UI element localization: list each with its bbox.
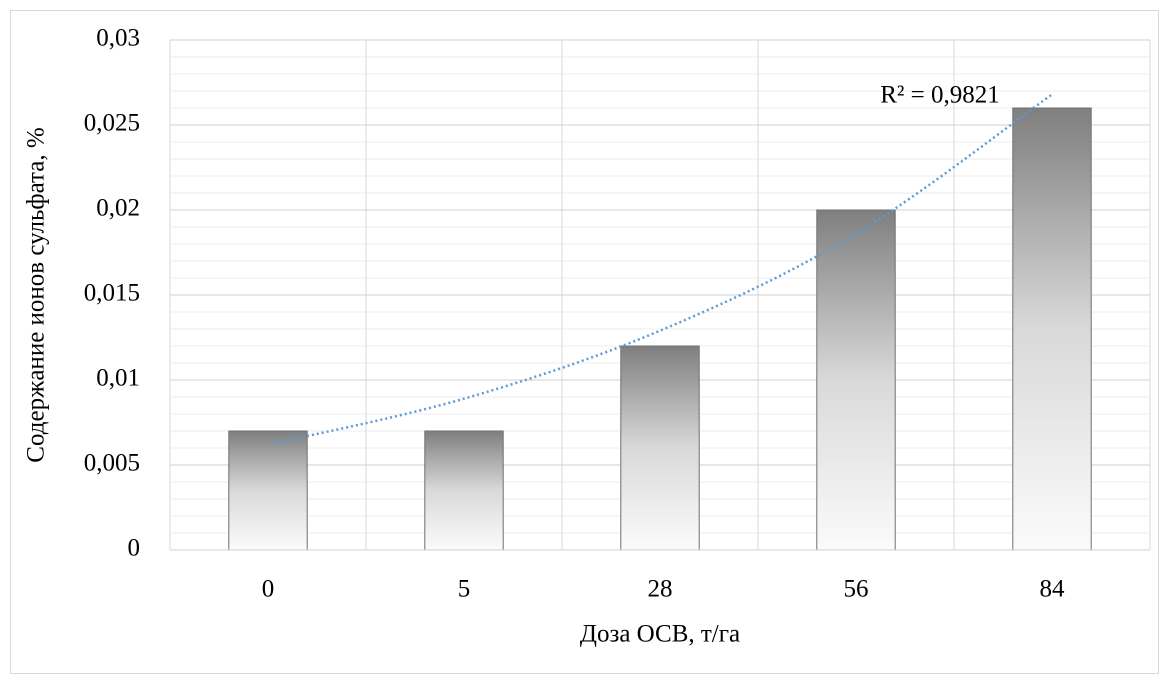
y-tick-label: 0,03: [96, 25, 140, 52]
y-tick-label: 0,01: [96, 365, 140, 392]
chart-border: [10, 10, 1159, 674]
trendline-label: R² = 0,9821: [880, 82, 1000, 109]
bar: [816, 209, 896, 551]
y-tick-label: 0,025: [84, 110, 140, 137]
bar: [228, 430, 308, 551]
x-tick-label: 28: [648, 576, 673, 603]
bar: [1012, 107, 1092, 551]
y-tick-label: 0: [128, 535, 141, 562]
x-tick-label: 5: [458, 576, 471, 603]
y-tick-label: 0,005: [84, 450, 140, 477]
x-axis-title: Доза ОСВ, т/га: [580, 621, 740, 648]
y-tick-label: 0,02: [96, 195, 140, 222]
x-tick-label: 0: [262, 576, 275, 603]
y-tick-label: 0,015: [84, 280, 140, 307]
x-tick-label: 56: [844, 576, 869, 603]
y-axis-title: Содержание ионов сульфата, %: [23, 127, 50, 462]
bar: [424, 430, 504, 551]
bar: [620, 345, 700, 551]
x-tick-label: 84: [1040, 576, 1066, 603]
